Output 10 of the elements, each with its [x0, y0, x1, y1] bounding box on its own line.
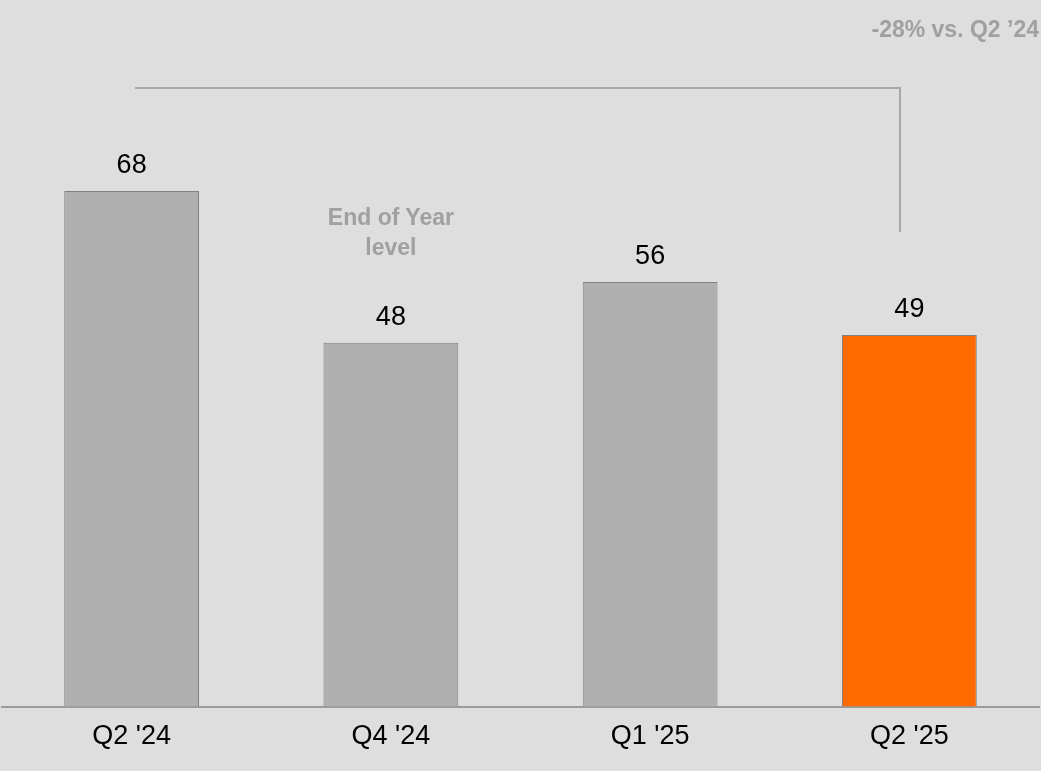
x-tick-label: Q2 '25 — [870, 720, 949, 751]
text: -28% vs. Q2 ’24 — [871, 15, 1039, 44]
data-label: 49 — [894, 293, 925, 324]
data-label: 68 — [116, 148, 147, 179]
x-tick-label: Q4 '24 — [351, 720, 431, 751]
x-tick-label: Q2 '24 — [92, 720, 171, 751]
annotation: End of Year level — [326, 203, 455, 262]
data-label: 48 — [375, 300, 406, 331]
data-label: 56 — [635, 239, 666, 270]
x-tick-label: Q1 '25 — [610, 720, 690, 751]
